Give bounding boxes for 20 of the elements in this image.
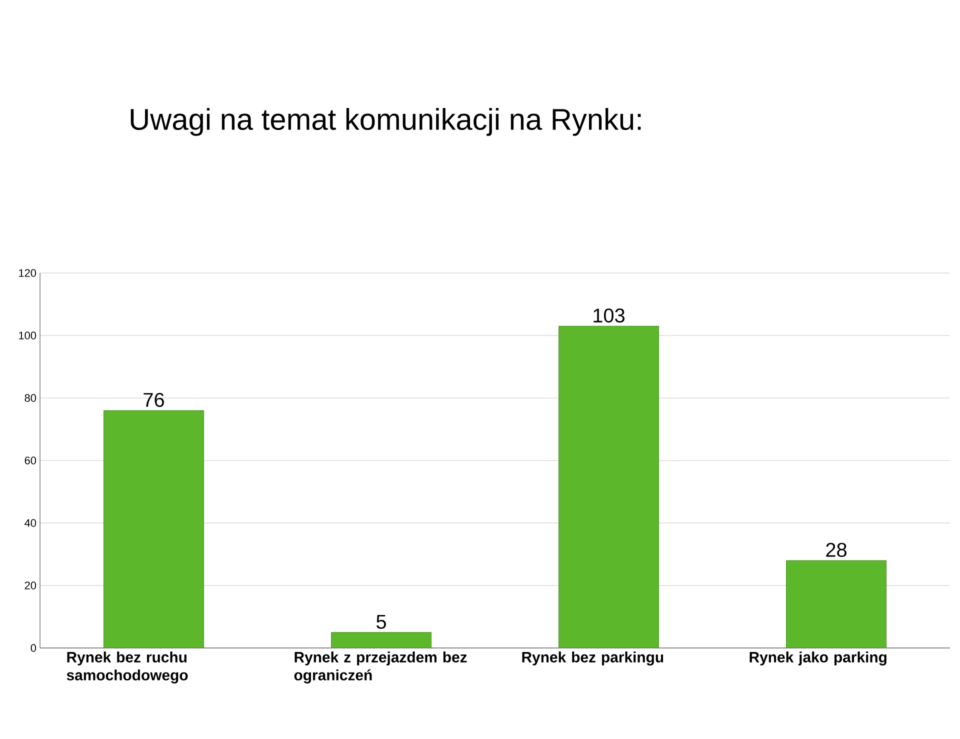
y-tick-label: 20 [24,582,36,590]
y-tick-label: 60 [24,456,36,464]
x-tick-label: Rynek jako parking [750,652,886,666]
y-tick-label: 40 [24,519,36,527]
data-label: 103 [594,308,624,323]
data-label: 28 [826,542,846,557]
bar [558,326,659,648]
data-label: 76 [144,392,164,407]
bar [104,410,204,648]
y-tick-label: 100 [19,332,36,340]
x-tick-label: Rynek bez ruchu samochodowego [66,652,188,684]
chart-title: Uwagi na temat komunikacji na Rynku: [130,108,641,136]
y-tick-label: 120 [19,269,36,277]
y-tick-label: 80 [24,394,36,402]
data-label: 5 [376,614,386,629]
x-tick-label: Rynek bez parkingu [522,652,664,666]
y-tick-label: 0 [30,644,36,652]
x-tick-label: Rynek z przejazdem bez ograniczeń [294,652,467,684]
bar [331,632,432,648]
bar [786,560,886,648]
